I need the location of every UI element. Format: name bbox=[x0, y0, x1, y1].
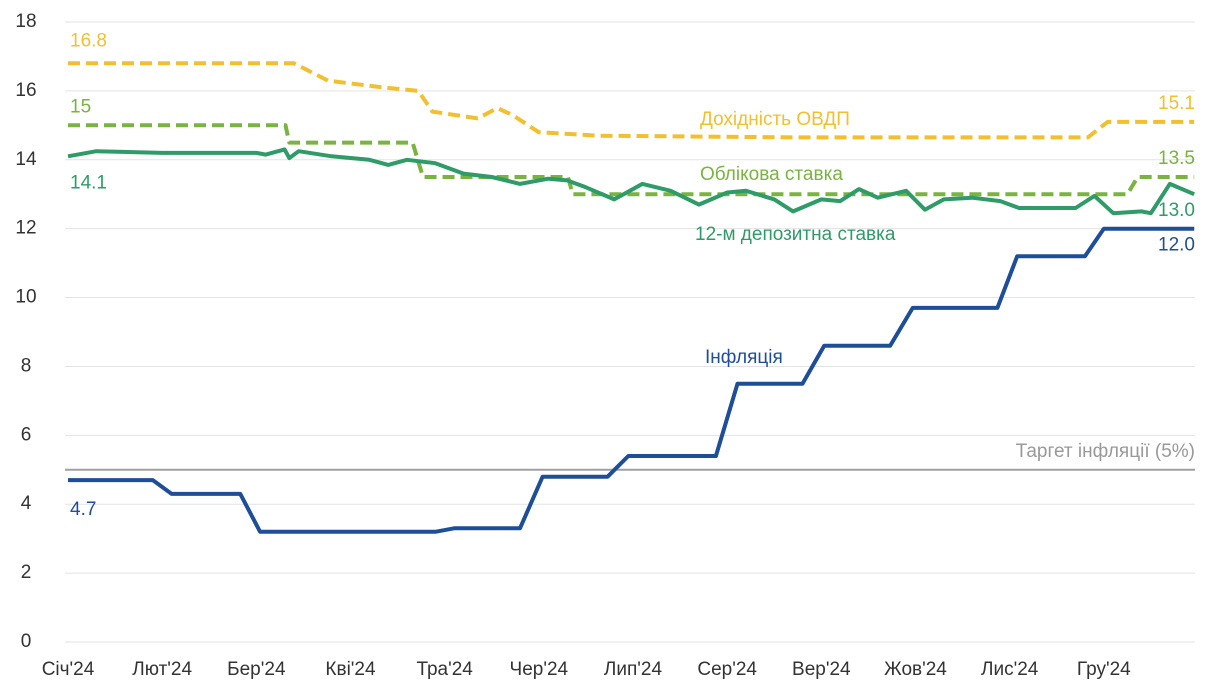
series-line bbox=[68, 123, 1195, 197]
y-tick-label: 2 bbox=[21, 562, 32, 583]
x-tick-label: Лис'24 bbox=[981, 659, 1039, 680]
data-label: 13.5 bbox=[1158, 148, 1195, 169]
series-name: Дохідність ОВДП bbox=[700, 109, 850, 130]
y-tick-label: 4 bbox=[21, 493, 32, 514]
x-tick-label: Тра'24 bbox=[416, 659, 473, 680]
series-line bbox=[68, 226, 1195, 534]
x-tick-label: Жов'24 bbox=[884, 659, 947, 680]
y-tick-label: 10 bbox=[15, 287, 36, 308]
x-tick-label: Чер'24 bbox=[510, 659, 569, 680]
y-tick-label: 16 bbox=[15, 80, 36, 101]
reference-label: Таргет інфляції (5%) bbox=[1016, 441, 1195, 462]
data-label: 15 bbox=[70, 96, 91, 117]
y-tick-label: 14 bbox=[15, 149, 37, 170]
y-tick-label: 18 bbox=[15, 11, 36, 32]
x-tick-label: Бер'24 bbox=[227, 659, 286, 680]
series-name: Інфляція bbox=[705, 347, 783, 368]
y-tick-label: 6 bbox=[21, 424, 32, 445]
data-label: 12.0 bbox=[1158, 235, 1195, 256]
data-label: 13.0 bbox=[1158, 200, 1195, 221]
x-tick-label: Вер'24 bbox=[792, 659, 851, 680]
data-label: 14.1 bbox=[70, 172, 107, 193]
x-tick-label: Гру'24 bbox=[1077, 659, 1131, 680]
data-label: 16.8 bbox=[70, 30, 107, 51]
x-tick-label: Січ'24 bbox=[42, 659, 95, 680]
series-name: 12-м депозитна ставка bbox=[695, 224, 896, 245]
data-label: 4.7 bbox=[70, 499, 96, 520]
series-name: Облікова ставка bbox=[700, 164, 843, 185]
x-tick-label: Лип'24 bbox=[604, 659, 663, 680]
y-tick-label: 0 bbox=[21, 631, 32, 652]
series-line bbox=[67, 147, 1195, 216]
x-tick-label: Сер'24 bbox=[697, 659, 757, 680]
x-tick-label: Лют'24 bbox=[132, 659, 192, 680]
y-tick-label: 8 bbox=[21, 355, 32, 376]
data-label: 15.1 bbox=[1158, 93, 1195, 114]
x-tick-label: Кві'24 bbox=[325, 659, 376, 680]
y-tick-label: 12 bbox=[15, 218, 36, 239]
